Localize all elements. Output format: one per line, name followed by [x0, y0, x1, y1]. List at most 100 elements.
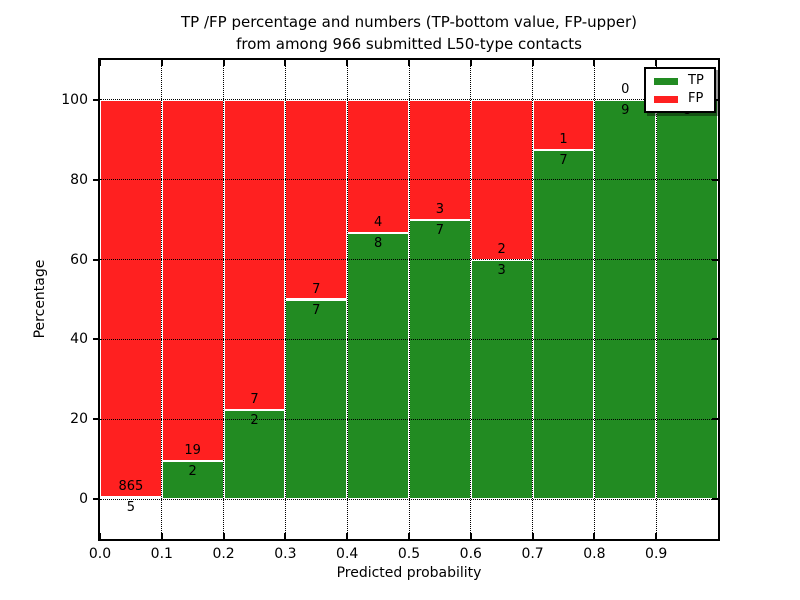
x-gridline — [408, 60, 410, 539]
bar-segment-fp — [285, 99, 348, 300]
x-tick-top — [593, 60, 596, 66]
bar-segment-fp — [532, 99, 595, 150]
tp-legend-label: TP — [688, 73, 704, 88]
y-tick-label: 100 — [61, 91, 88, 108]
bar-label-fp: 7 — [312, 281, 321, 297]
bar-segment-fp — [223, 99, 286, 411]
y-tick-label: 60 — [70, 251, 88, 268]
fp-legend-label: FP — [688, 91, 704, 106]
y-tick-right — [712, 498, 718, 501]
bar-label-tp: 3 — [497, 262, 506, 278]
legend-item-fp: FP — [654, 92, 706, 106]
y-tick — [93, 498, 100, 501]
bar-segment-tp — [656, 99, 718, 500]
y-tick-label: 20 — [70, 411, 88, 428]
x-tick — [531, 533, 534, 539]
x-tick-label: 0.4 — [336, 546, 359, 562]
bar-segment-fp — [347, 99, 409, 233]
bar-label-tp: 2 — [188, 464, 197, 480]
bar-segment-fp — [409, 99, 471, 220]
y-tick-right — [712, 258, 718, 261]
bar-label-fp: 2 — [497, 241, 506, 257]
x-tick-label: 0.8 — [583, 546, 606, 562]
x-tick-top — [408, 60, 410, 66]
x-tick-top — [284, 60, 287, 66]
x-gridline — [655, 60, 657, 539]
bar-label-tp: 2 — [250, 413, 259, 429]
x-tick — [408, 533, 410, 539]
x-gridline — [346, 60, 348, 539]
bar-segment-tp — [409, 219, 471, 500]
x-gridline — [284, 60, 286, 539]
x-tick-top — [469, 60, 472, 66]
x-tick — [160, 533, 163, 539]
x-tick — [593, 533, 596, 539]
x-axis-label: Predicted probability — [336, 565, 482, 581]
bar-label-tp: 7 — [435, 222, 445, 238]
x-tick — [99, 533, 101, 539]
x-tick-label: 0.1 — [150, 546, 173, 562]
x-tick-top — [655, 60, 658, 66]
x-tick-label: 0.0 — [88, 546, 112, 562]
bar-segment-tp — [532, 149, 595, 500]
chart-title: TP /FP percentage and numbers (TP-bottom… — [100, 11, 718, 55]
x-gridline — [223, 60, 225, 539]
x-tick — [284, 533, 287, 539]
fp-legend-swatch — [654, 95, 678, 103]
x-gridline — [532, 60, 534, 539]
bar-segment-fp — [100, 99, 162, 497]
y-tick-label: 40 — [70, 331, 88, 348]
x-tick-label: 0.6 — [459, 546, 482, 562]
x-gridline — [593, 60, 595, 539]
legend-item-tp: TP — [654, 74, 706, 88]
x-tick — [469, 533, 472, 539]
chart-title-line2: from among 966 submitted L50-type contac… — [236, 35, 582, 53]
bar-segment-tp — [285, 299, 348, 500]
x-tick-label: 0.7 — [521, 546, 544, 562]
bar-label-fp: 1 — [559, 131, 568, 147]
y-tick — [93, 98, 100, 101]
bar-label-fp: 4 — [373, 214, 383, 230]
legend: TP FP — [644, 67, 716, 113]
y-tick-label: 0 — [79, 491, 88, 508]
x-tick-top — [160, 60, 163, 66]
x-gridline — [161, 60, 163, 539]
x-tick-label: 0.2 — [212, 546, 235, 562]
x-tick — [655, 533, 658, 539]
y-tick-right — [712, 178, 718, 181]
bar-label-fp: 7 — [250, 392, 259, 408]
bar-label-tp: 5 — [126, 499, 136, 515]
bar-label-fp: 0 — [621, 81, 630, 97]
y-axis-label: Percentage — [32, 259, 48, 339]
x-tick-top — [531, 60, 534, 66]
y-tick-right — [712, 338, 718, 341]
y-tick-label: 80 — [70, 171, 88, 188]
bar-label-tp: 7 — [559, 152, 568, 168]
bar-segment-tp — [594, 99, 657, 500]
x-tick-label: 0.9 — [645, 546, 668, 562]
bar-segment-tp — [347, 232, 409, 500]
x-tick — [222, 533, 225, 539]
x-tick-label: 0.5 — [397, 546, 421, 562]
x-tick-top — [99, 60, 101, 66]
bar-label-fp: 865 — [118, 478, 144, 494]
bar-label-tp: 8 — [373, 235, 383, 251]
y-tick — [93, 338, 100, 341]
y-tick — [93, 418, 100, 421]
tp-legend-swatch — [654, 77, 678, 85]
y-tick-right — [712, 418, 718, 421]
x-tick-label: 0.3 — [274, 546, 297, 562]
bar-segment-tp — [470, 259, 533, 500]
bar-label-fp: 3 — [435, 201, 445, 217]
y-tick — [93, 258, 100, 261]
bar-label-fp: 19 — [184, 443, 201, 459]
x-gridline — [470, 60, 472, 539]
x-tick — [346, 533, 349, 539]
y-tick — [93, 178, 100, 181]
bar-label-tp: 7 — [312, 302, 321, 318]
x-tick-top — [346, 60, 349, 66]
chart-title-line1: TP /FP percentage and numbers (TP-bottom… — [181, 13, 637, 31]
bar-label-tp: 9 — [621, 102, 630, 118]
x-tick-top — [222, 60, 225, 66]
